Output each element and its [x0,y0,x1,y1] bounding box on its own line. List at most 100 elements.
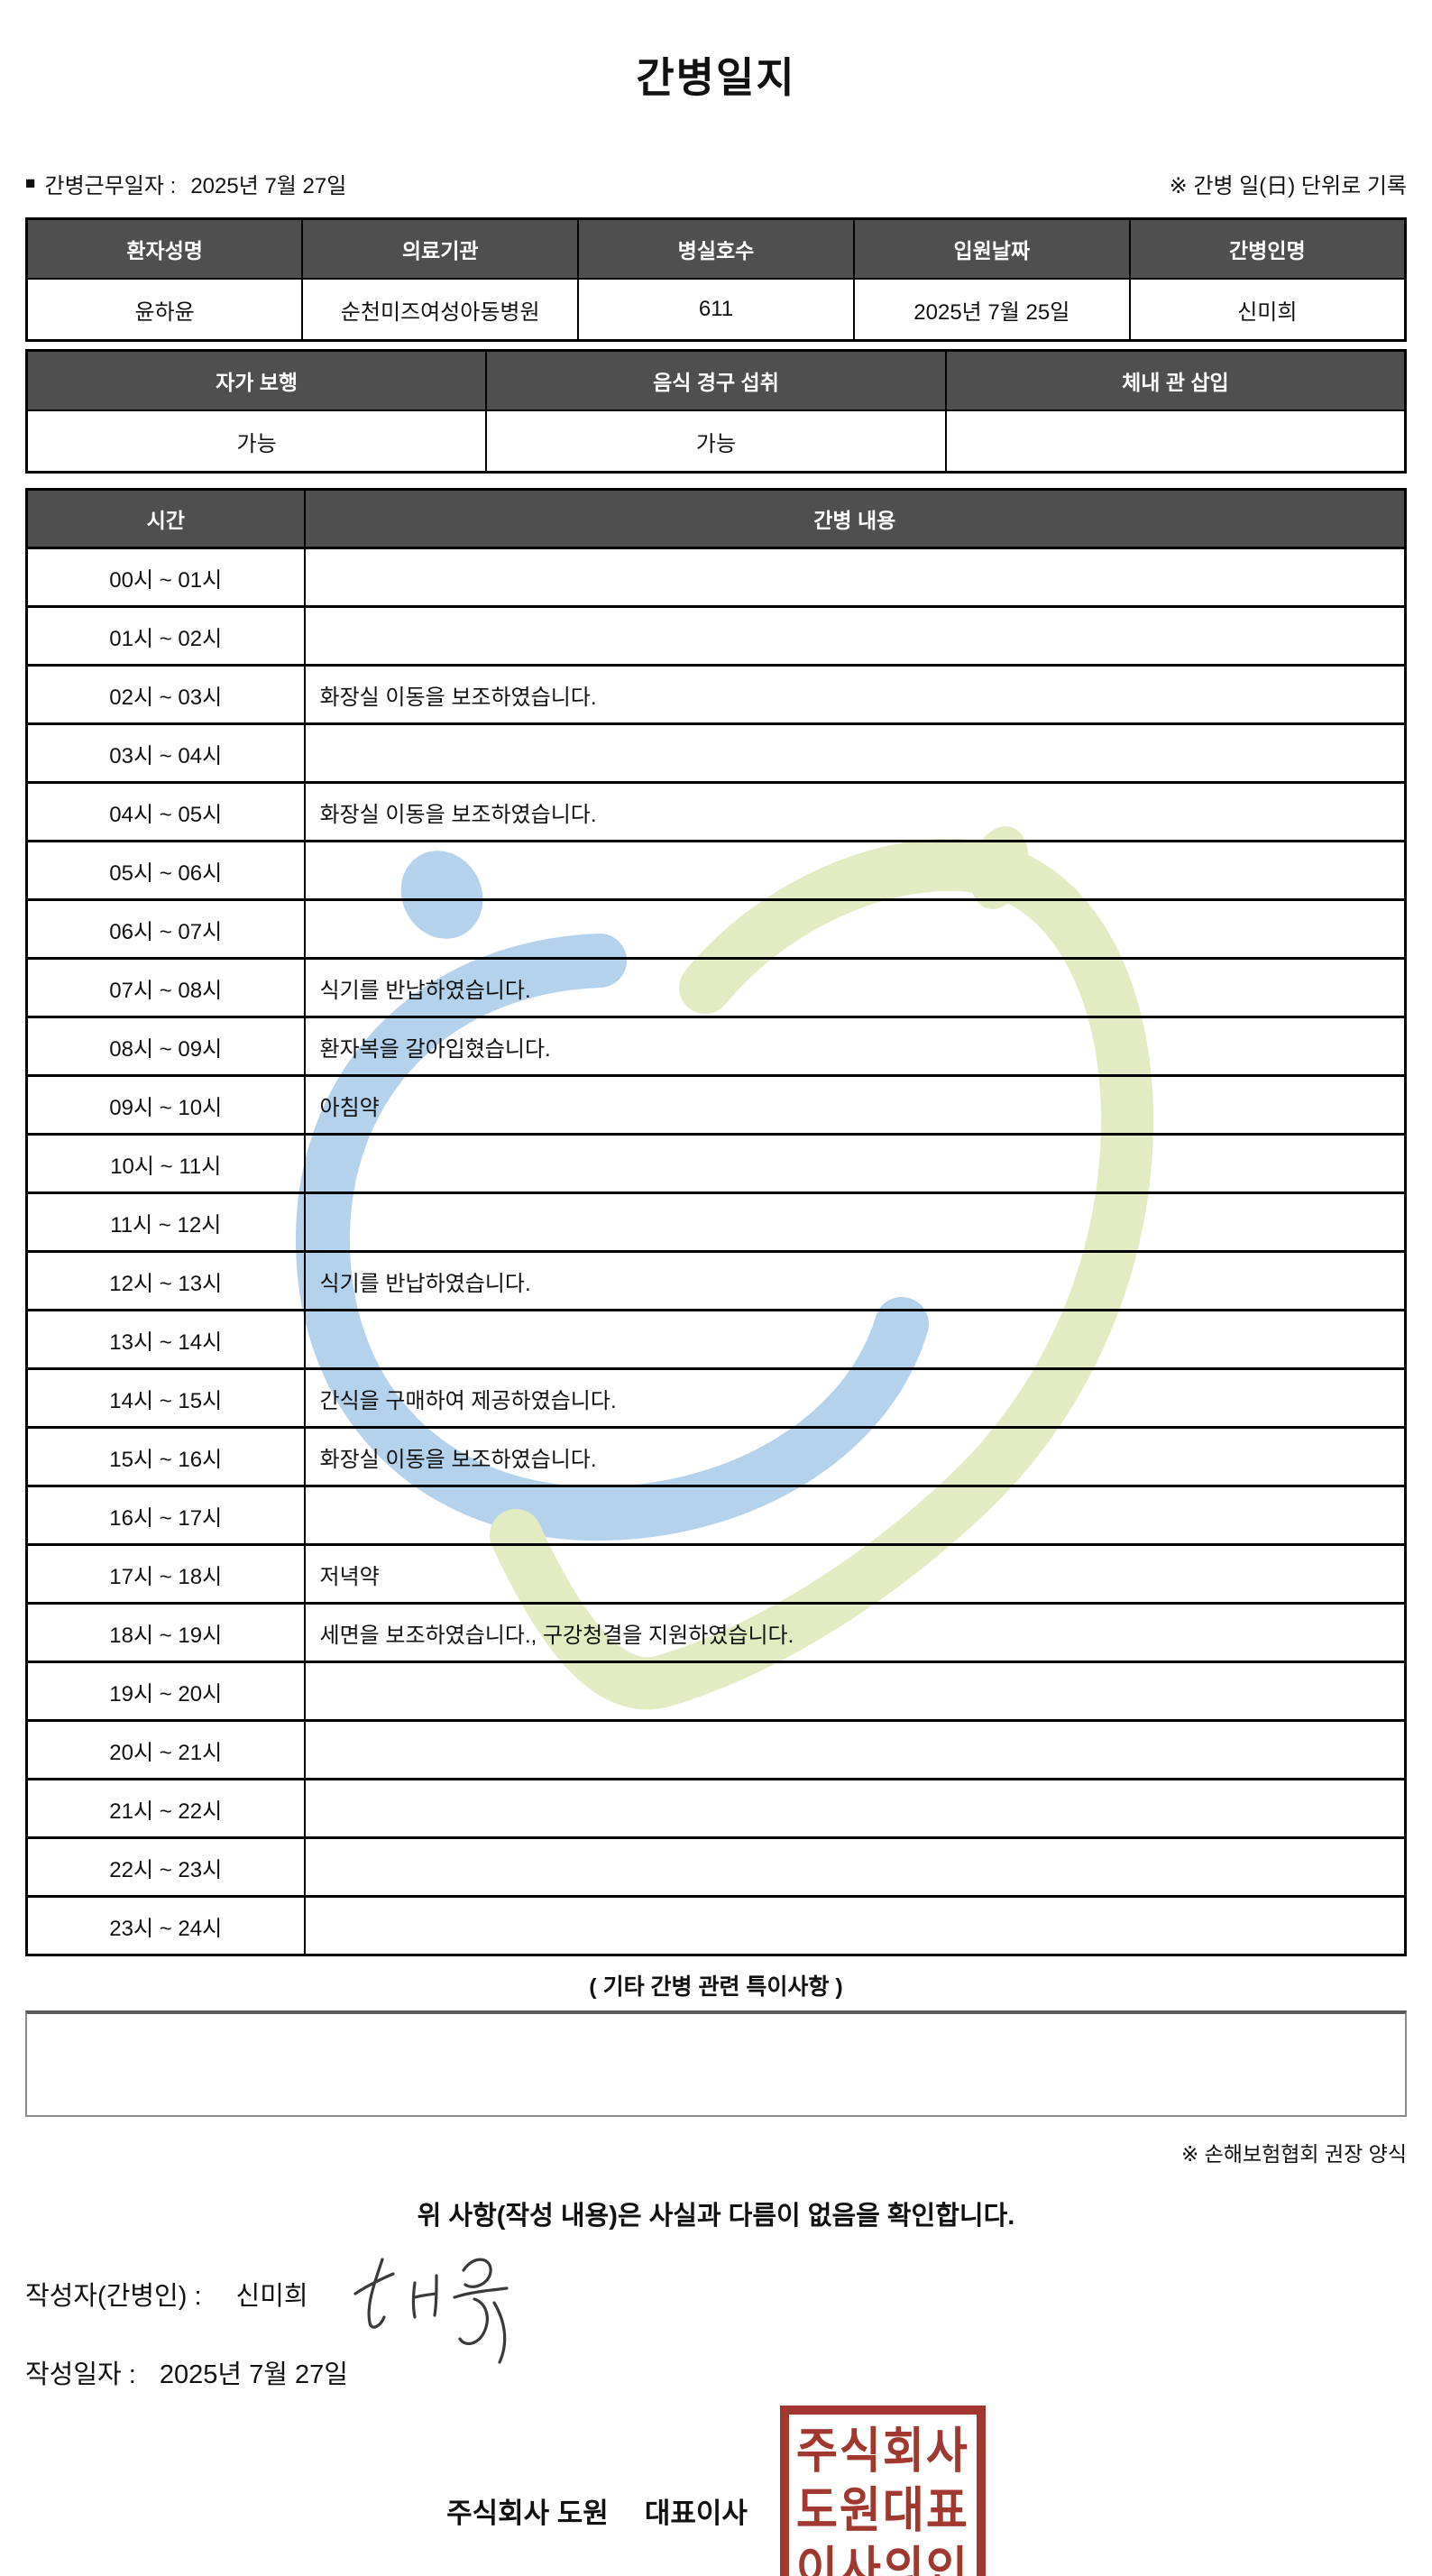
content-cell [303,722,1407,784]
schedule-row: 04시 ~ 05시 화장실 이동을 보조하였습니다. [25,781,1407,842]
schedule-row: 13시 ~ 14시 [25,1309,1407,1370]
content-cell: 식기를 반납하였습니다. [303,957,1407,1018]
content-cell: 환자복을 갈아입혔습니다. [303,1016,1407,1077]
content-cell: 식기를 반납하였습니다. [303,1250,1407,1311]
time-cell: 03시 ~ 04시 [25,722,306,784]
schedule-row: 17시 ~ 18시 저녁약 [25,1543,1407,1605]
header-room-number: 병실호수 [577,217,855,280]
schedule-row: 03시 ~ 04시 [25,722,1407,784]
content-cell [303,1719,1407,1780]
time-cell: 05시 ~ 06시 [25,840,306,901]
content-cell [303,898,1407,960]
duty-date-line: ■ 간병근무일자 : 2025년 7월 27일 [25,168,346,199]
content-cell [303,1309,1407,1370]
schedule-row: 22시 ~ 23시 [25,1836,1407,1898]
stamp-line: 도원대표 [795,2482,969,2538]
time-cell: 00시 ~ 01시 [25,547,306,608]
content-cell [303,1661,1407,1722]
corporate-seal-stamp: 주식회사 도원대표 이사의인 [779,2406,986,2576]
content-cell [303,605,1407,667]
header-time: 시간 [25,488,306,549]
content-cell: 화장실 이동을 보조하였습니다. [303,1426,1407,1487]
handwritten-signature [353,2258,509,2364]
content-cell: 화장실 이동을 보조하였습니다. [303,781,1407,842]
time-cell: 17시 ~ 18시 [25,1543,306,1605]
header-hospital: 의료기관 [301,217,580,280]
time-cell: 07시 ~ 08시 [25,957,306,1018]
value-room-number: 611 [577,278,855,342]
schedule-row: 12시 ~ 13시 식기를 반납하였습니다. [25,1250,1407,1311]
written-date-label: 작성일자 : [25,2360,136,2389]
time-cell: 21시 ~ 22시 [25,1778,306,1839]
value-patient-name: 윤하윤 [25,278,304,342]
ceo-label: 대표이사 [644,2497,748,2529]
time-cell: 22시 ~ 23시 [25,1836,306,1898]
schedule-row: 05시 ~ 06시 [25,840,1407,901]
schedule-row: 08시 ~ 09시 환자복을 갈아입혔습니다. [25,1016,1407,1077]
time-cell: 01시 ~ 02시 [25,605,306,667]
content-cell [303,1778,1407,1839]
schedule-body: 시간 간병 내용 00시 ~ 01시 01시 ~ 02시 02시 ~ 03시 화… [25,488,1407,1956]
value-self-walking: 가능 [25,409,488,474]
header-oral-intake: 음식 경구 섭취 [485,349,947,411]
header-admission-date: 입원날짜 [852,217,1131,280]
schedule-row: 15시 ~ 16시 화장실 이동을 보조하였습니다. [25,1426,1407,1487]
header-internal-tube: 체내 관 삽입 [944,349,1407,411]
company-row: 주식회사 도원 대표이사 주식회사 도원대표 이사의인 [25,2406,1407,2576]
patient-status-value-row: 가능 가능 [25,409,1407,474]
schedule-table: 시간 간병 내용 00시 ~ 01시 01시 ~ 02시 02시 ~ 03시 화… [25,488,1407,1956]
content-cell [303,1895,1407,1956]
stamp-line: 주식회사 [795,2423,969,2479]
value-internal-tube [944,409,1407,474]
schedule-row: 16시 ~ 17시 [25,1485,1407,1546]
bullet-square-icon: ■ [25,174,36,193]
company-line: 주식회사 도원 대표이사 [446,2490,748,2531]
duty-date-label: 간병근무일자 : [44,174,177,198]
schedule-row: 18시 ~ 19시 세면을 보조하였습니다., 구강청결을 지원하였습니다. [25,1602,1407,1663]
patient-status-header-row: 자가 보행 음식 경구 섭취 체내 관 삽입 [25,349,1407,411]
content-cell: 저녁약 [303,1543,1407,1605]
writer-line: 작성자(간병인) : 신미희 [25,2258,1407,2364]
time-cell: 08시 ~ 09시 [25,1016,306,1077]
header-caregiver-name: 간병인명 [1128,217,1407,280]
content-cell [303,1133,1407,1194]
content-cell [303,547,1407,608]
content-cell: 세면을 보조하였습니다., 구강청결을 지원하였습니다. [303,1602,1407,1663]
writer-label: 작성자(간병인) : [25,2282,202,2311]
meta-row: ■ 간병근무일자 : 2025년 7월 27일 ※ 간병 일(日) 단위로 기록 [25,168,1407,199]
time-cell: 16시 ~ 17시 [25,1485,306,1546]
time-cell: 14시 ~ 15시 [25,1367,306,1429]
confirmation-statement: 위 사항(작성 내용)은 사실과 다름이 없음을 확인합니다. [417,2202,1015,2231]
time-cell: 15시 ~ 16시 [25,1426,306,1487]
time-cell: 23시 ~ 24시 [25,1895,306,1956]
written-date-value: 2025년 7월 27일 [159,2360,348,2389]
patient-info-table: 환자성명 의료기관 병실호수 입원날짜 간병인명 윤하윤 순천미즈여성아동병원 … [25,217,1407,342]
schedule-row: 11시 ~ 12시 [25,1191,1407,1253]
remarks-caption: ( 기타 간병 관련 특이사항 ) [589,1974,843,2000]
patient-info-value-row: 윤하윤 순천미즈여성아동병원 611 2025년 7월 25일 신미희 [25,278,1407,342]
content-cell: 아침약 [303,1074,1407,1136]
header-patient-name: 환자성명 [25,217,304,280]
schedule-row: 14시 ~ 15시 간식을 구매하여 제공하였습니다. [25,1367,1407,1429]
time-cell: 18시 ~ 19시 [25,1602,306,1663]
schedule-row: 00시 ~ 01시 [25,547,1407,608]
unit-note: ※ 간병 일(日) 단위로 기록 [1169,174,1407,198]
schedule-row: 01시 ~ 02시 [25,605,1407,667]
patient-status-table: 자가 보행 음식 경구 섭취 체내 관 삽입 가능 가능 [25,349,1407,474]
schedule-header-row: 시간 간병 내용 [25,488,1407,549]
value-caregiver-name: 신미희 [1128,278,1407,342]
value-admission-date: 2025년 7월 25일 [852,278,1131,342]
schedule-row: 10시 ~ 11시 [25,1133,1407,1194]
stamp-line: 이사의인 [795,2542,969,2576]
time-cell: 20시 ~ 21시 [25,1719,306,1780]
schedule-row: 07시 ~ 08시 식기를 반납하였습니다. [25,957,1407,1018]
schedule-row: 09시 ~ 10시 아침약 [25,1074,1407,1136]
time-cell: 11시 ~ 12시 [25,1191,306,1253]
value-hospital: 순천미즈여성아동병원 [301,278,580,342]
duty-date-value: 2025년 7월 27일 [190,174,347,198]
remarks-box [25,2010,1407,2117]
time-cell: 09시 ~ 10시 [25,1074,306,1136]
time-cell: 04시 ~ 05시 [25,781,306,842]
